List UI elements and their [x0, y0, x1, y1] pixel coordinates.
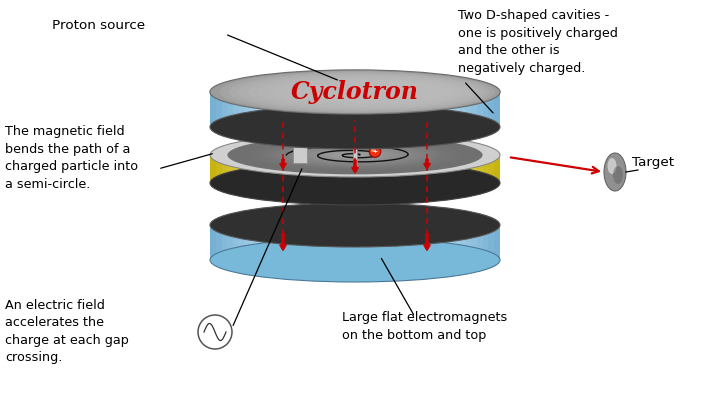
Circle shape	[198, 315, 232, 349]
Ellipse shape	[247, 74, 480, 109]
Text: Large flat electromagnets
on the bottom and top: Large flat electromagnets on the bottom …	[342, 311, 507, 341]
Text: +: +	[373, 149, 378, 154]
Ellipse shape	[238, 73, 485, 111]
Ellipse shape	[257, 76, 474, 109]
FancyBboxPatch shape	[293, 147, 307, 163]
Text: Target: Target	[632, 155, 674, 168]
Ellipse shape	[300, 147, 410, 163]
FancyArrow shape	[280, 159, 286, 169]
Ellipse shape	[219, 71, 495, 113]
Ellipse shape	[210, 203, 500, 247]
Bar	[353, 144, 357, 166]
FancyArrow shape	[280, 233, 286, 250]
Ellipse shape	[308, 148, 402, 162]
Ellipse shape	[210, 70, 500, 114]
Ellipse shape	[344, 153, 366, 157]
Ellipse shape	[351, 87, 424, 98]
Text: An electric field
accelerates the
charge at each gap
crossing.: An electric field accelerates the charge…	[5, 299, 129, 365]
Text: Cyclotron: Cyclotron	[291, 79, 419, 103]
Text: The magnetic field
bends the path of a
charged particle into
a semi-circle.: The magnetic field bends the path of a c…	[5, 125, 138, 190]
Ellipse shape	[210, 161, 500, 205]
Ellipse shape	[320, 150, 390, 160]
Ellipse shape	[604, 153, 626, 191]
Ellipse shape	[304, 147, 406, 163]
Ellipse shape	[210, 70, 500, 114]
Ellipse shape	[284, 144, 426, 166]
Ellipse shape	[228, 136, 483, 174]
Ellipse shape	[276, 78, 464, 106]
Text: Proton source: Proton source	[52, 19, 145, 32]
Ellipse shape	[312, 149, 398, 162]
FancyArrow shape	[423, 159, 431, 169]
Ellipse shape	[607, 158, 617, 174]
Ellipse shape	[292, 145, 418, 164]
Ellipse shape	[323, 83, 439, 101]
Ellipse shape	[316, 149, 394, 161]
Text: Two D-shaped cavities -
one is positively charged
and the other is
negatively ch: Two D-shaped cavities - one is positivel…	[458, 9, 618, 74]
Ellipse shape	[280, 144, 430, 166]
Ellipse shape	[296, 146, 414, 164]
Circle shape	[371, 147, 375, 152]
Ellipse shape	[210, 105, 500, 149]
Ellipse shape	[314, 82, 444, 102]
Ellipse shape	[342, 85, 429, 98]
Ellipse shape	[304, 81, 449, 103]
Ellipse shape	[210, 238, 500, 282]
FancyArrow shape	[352, 160, 358, 173]
Ellipse shape	[332, 151, 378, 158]
Ellipse shape	[613, 166, 623, 184]
Ellipse shape	[295, 80, 455, 104]
FancyArrow shape	[423, 233, 431, 250]
Ellipse shape	[337, 152, 373, 158]
Ellipse shape	[286, 79, 460, 105]
Ellipse shape	[229, 72, 490, 112]
Ellipse shape	[288, 145, 422, 165]
Ellipse shape	[210, 133, 500, 177]
Ellipse shape	[341, 153, 370, 157]
Circle shape	[369, 146, 381, 157]
Ellipse shape	[329, 151, 382, 159]
Ellipse shape	[267, 77, 469, 107]
Ellipse shape	[332, 84, 434, 100]
Ellipse shape	[325, 150, 385, 160]
